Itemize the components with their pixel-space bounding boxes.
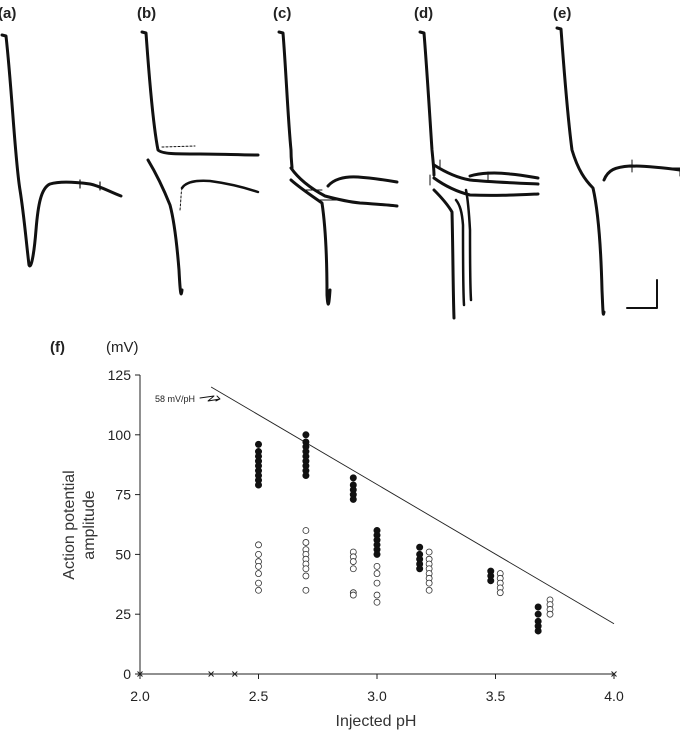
- x-tick-label: 4.0: [604, 688, 624, 704]
- x-axis-title: Injected pH: [336, 713, 417, 730]
- filled-data-point: [534, 603, 542, 611]
- open-data-point: [373, 591, 381, 599]
- x-tick-label: 2.5: [249, 688, 269, 704]
- open-data-point: [349, 565, 357, 573]
- filled-data-point: [534, 610, 542, 618]
- reference-line-arrow: [199, 395, 221, 402]
- open-data-point: [302, 565, 310, 573]
- filled-data-point: [416, 543, 424, 551]
- filled-data-point: [302, 431, 310, 439]
- panel-label-d: (d): [414, 5, 433, 22]
- open-data-point: [546, 610, 554, 618]
- reference-line-label: 58 mV/pH: [155, 394, 195, 404]
- open-data-point: [373, 579, 381, 587]
- y-axis-title-line: Action potential: [61, 470, 78, 579]
- cross-data-point: [611, 671, 617, 677]
- y-tick-label: 125: [108, 367, 132, 383]
- open-data-point: [302, 539, 310, 546]
- filled-data-point: [349, 474, 357, 482]
- open-data-point: [302, 586, 310, 594]
- open-data-point: [255, 562, 262, 570]
- trace-e: [555, 26, 680, 316]
- open-data-point: [302, 527, 310, 534]
- cross-data-point: [231, 671, 238, 677]
- panel-label-a: (a): [0, 5, 16, 22]
- open-data-point: [255, 586, 262, 594]
- filled-data-point: [349, 495, 357, 503]
- open-data-point: [425, 586, 433, 594]
- scatter-plot: 0 25 50 75 100 125 2.0 2.5 3.0 3.5 4.0: [108, 367, 624, 704]
- x-tick-label: 3.0: [367, 688, 387, 704]
- filled-data-point: [487, 577, 495, 585]
- trace-c: [277, 30, 399, 306]
- reference-line: [210, 386, 615, 625]
- open-data-point: [255, 570, 262, 577]
- open-data-point: [496, 589, 504, 597]
- cross-data-point: [137, 671, 143, 677]
- open-data-point: [349, 591, 357, 599]
- filled-data-point: [534, 627, 542, 635]
- filled-data-point: [255, 481, 263, 489]
- filled-data-point: [416, 565, 424, 573]
- y-tick-label: 75: [115, 487, 131, 503]
- open-data-point: [373, 570, 381, 577]
- open-data-point: [255, 541, 262, 549]
- cross-data-point: [208, 671, 214, 677]
- open-data-point: [373, 598, 381, 606]
- y-axis-title-line: amplitude: [81, 490, 98, 559]
- open-data-point: [425, 548, 433, 556]
- x-tick-label: 2.0: [130, 688, 150, 704]
- open-data-point: [255, 551, 262, 558]
- open-data-point: [255, 579, 262, 587]
- panel-label-e: (e): [553, 5, 571, 22]
- panel-label-b: (b): [137, 5, 156, 22]
- open-data-point: [349, 558, 357, 565]
- panel-label-c: (c): [273, 5, 291, 22]
- filled-data-point: [255, 440, 263, 448]
- scale-bar: [626, 279, 658, 309]
- filled-data-point: [373, 550, 381, 558]
- y-tick-label: 100: [108, 427, 132, 443]
- trace-d: [418, 30, 540, 320]
- y-tick-label: 50: [115, 546, 131, 562]
- open-data-point: [373, 562, 381, 570]
- open-data-point: [425, 579, 433, 587]
- trace-b: [140, 30, 260, 296]
- y-axis-title: Action potential amplitude: [61, 470, 98, 579]
- trace-a: [0, 33, 123, 268]
- x-tick-label: 3.5: [486, 688, 506, 704]
- panel-label-f: (f): [50, 339, 65, 356]
- filled-data-point: [302, 471, 310, 479]
- y-tick-label: 0: [123, 666, 131, 682]
- y-tick-label: 25: [115, 606, 131, 622]
- open-data-point: [302, 572, 310, 580]
- unit-label: (mV): [106, 339, 139, 356]
